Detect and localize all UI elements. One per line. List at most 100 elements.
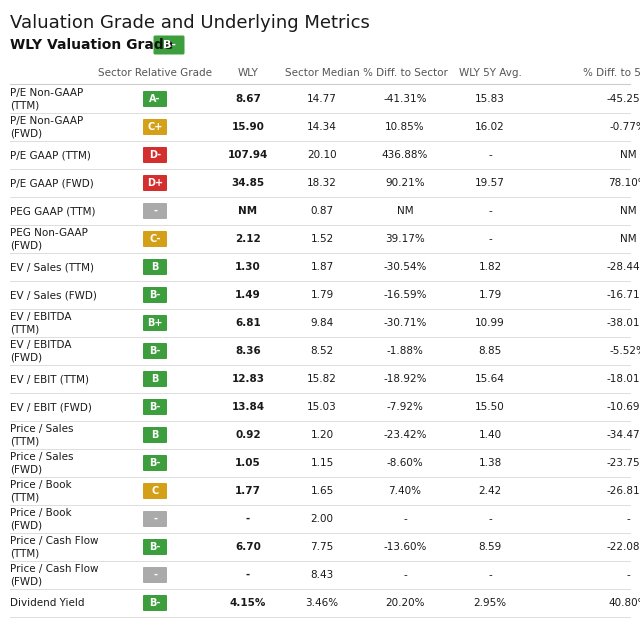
Text: C: C [152,486,159,496]
Text: 1.20: 1.20 [310,430,333,440]
FancyBboxPatch shape [143,147,167,163]
Text: 8.59: 8.59 [478,542,502,552]
Text: PEG GAAP (TTM): PEG GAAP (TTM) [10,206,95,216]
Text: B-: B- [149,598,161,608]
Text: -: - [153,206,157,216]
Text: -22.08%: -22.08% [606,542,640,552]
Text: 15.82: 15.82 [307,374,337,384]
Text: 10.85%: 10.85% [385,122,425,132]
Text: 8.52: 8.52 [310,346,333,356]
Text: Price / Sales
(FWD): Price / Sales (FWD) [10,452,74,474]
Text: -: - [488,234,492,244]
Text: 1.52: 1.52 [310,234,333,244]
Text: 19.57: 19.57 [475,178,505,188]
Text: Price / Book
(TTM): Price / Book (TTM) [10,480,72,502]
Text: NM: NM [397,206,413,216]
Text: 20.20%: 20.20% [385,598,425,608]
Text: P/E Non-GAAP
(TTM): P/E Non-GAAP (TTM) [10,88,83,110]
FancyBboxPatch shape [143,91,167,107]
Text: A-: A- [149,94,161,104]
Text: 0.87: 0.87 [310,206,333,216]
Text: B: B [151,262,159,272]
Text: -: - [488,150,492,160]
Text: 8.85: 8.85 [478,346,502,356]
Text: -8.60%: -8.60% [387,458,424,468]
FancyBboxPatch shape [143,371,167,387]
Text: EV / Sales (FWD): EV / Sales (FWD) [10,290,97,300]
Text: 1.15: 1.15 [310,458,333,468]
Text: 7.75: 7.75 [310,542,333,552]
Text: -: - [153,514,157,524]
Text: WLY 5Y Avg.: WLY 5Y Avg. [459,68,522,78]
Text: 0.92: 0.92 [235,430,261,440]
Text: B-: B- [149,542,161,552]
Text: 1.05: 1.05 [235,458,261,468]
Text: 1.38: 1.38 [478,458,502,468]
FancyBboxPatch shape [143,259,167,275]
Text: B-: B- [149,290,161,300]
Text: B-: B- [163,40,175,50]
FancyBboxPatch shape [143,343,167,359]
Text: -38.01%: -38.01% [606,318,640,328]
Text: -: - [403,514,407,524]
FancyBboxPatch shape [154,35,184,55]
Text: -16.59%: -16.59% [383,290,427,300]
Text: C-: C- [149,234,161,244]
Text: 15.50: 15.50 [475,402,505,412]
Text: -: - [246,570,250,580]
Text: EV / EBIT (FWD): EV / EBIT (FWD) [10,402,92,412]
Text: Dividend Yield: Dividend Yield [10,598,84,608]
Text: -30.71%: -30.71% [383,318,427,328]
Text: -23.42%: -23.42% [383,430,427,440]
Text: -5.52%: -5.52% [609,346,640,356]
Text: -28.44%: -28.44% [606,262,640,272]
FancyBboxPatch shape [143,231,167,247]
Text: WLY: WLY [237,68,259,78]
Text: % Diff. to 5Y Avg.: % Diff. to 5Y Avg. [583,68,640,78]
Text: B-: B- [149,402,161,412]
Text: -18.01%: -18.01% [606,374,640,384]
Text: NM: NM [620,150,636,160]
FancyBboxPatch shape [143,119,167,135]
Text: 1.87: 1.87 [310,262,333,272]
Text: 2.00: 2.00 [310,514,333,524]
FancyBboxPatch shape [143,203,167,219]
Text: 1.49: 1.49 [235,290,261,300]
Text: Price / Cash Flow
(TTM): Price / Cash Flow (TTM) [10,536,99,558]
Text: 15.03: 15.03 [307,402,337,412]
FancyBboxPatch shape [143,427,167,443]
Text: 1.30: 1.30 [235,262,261,272]
Text: 1.79: 1.79 [478,290,502,300]
FancyBboxPatch shape [143,567,167,583]
FancyBboxPatch shape [143,595,167,611]
Text: B-: B- [149,346,161,356]
Text: 18.32: 18.32 [307,178,337,188]
Text: -: - [153,570,157,580]
FancyBboxPatch shape [143,483,167,499]
Text: -: - [246,514,250,524]
Text: Price / Sales
(TTM): Price / Sales (TTM) [10,424,74,446]
Text: PEG Non-GAAP
(FWD): PEG Non-GAAP (FWD) [10,228,88,250]
Text: 16.02: 16.02 [475,122,505,132]
Text: B+: B+ [147,318,163,328]
Text: Valuation Grade and Underlying Metrics: Valuation Grade and Underlying Metrics [10,14,370,32]
Text: 90.21%: 90.21% [385,178,425,188]
Text: -10.69%: -10.69% [606,402,640,412]
Text: 1.40: 1.40 [479,430,502,440]
Text: D+: D+ [147,178,163,188]
Text: 40.80%: 40.80% [608,598,640,608]
Text: -30.54%: -30.54% [383,262,427,272]
Text: Sector Relative Grade: Sector Relative Grade [98,68,212,78]
Text: -13.60%: -13.60% [383,542,427,552]
Text: 3.46%: 3.46% [305,598,339,608]
Text: Price / Cash Flow
(FWD): Price / Cash Flow (FWD) [10,564,99,586]
FancyBboxPatch shape [143,399,167,415]
Text: 6.81: 6.81 [235,318,261,328]
Text: 34.85: 34.85 [232,178,264,188]
Text: -45.25%: -45.25% [606,94,640,104]
Text: P/E GAAP (FWD): P/E GAAP (FWD) [10,178,93,188]
Text: 20.10: 20.10 [307,150,337,160]
Text: -1.88%: -1.88% [387,346,424,356]
Text: B-: B- [149,458,161,468]
Text: 2.95%: 2.95% [474,598,507,608]
